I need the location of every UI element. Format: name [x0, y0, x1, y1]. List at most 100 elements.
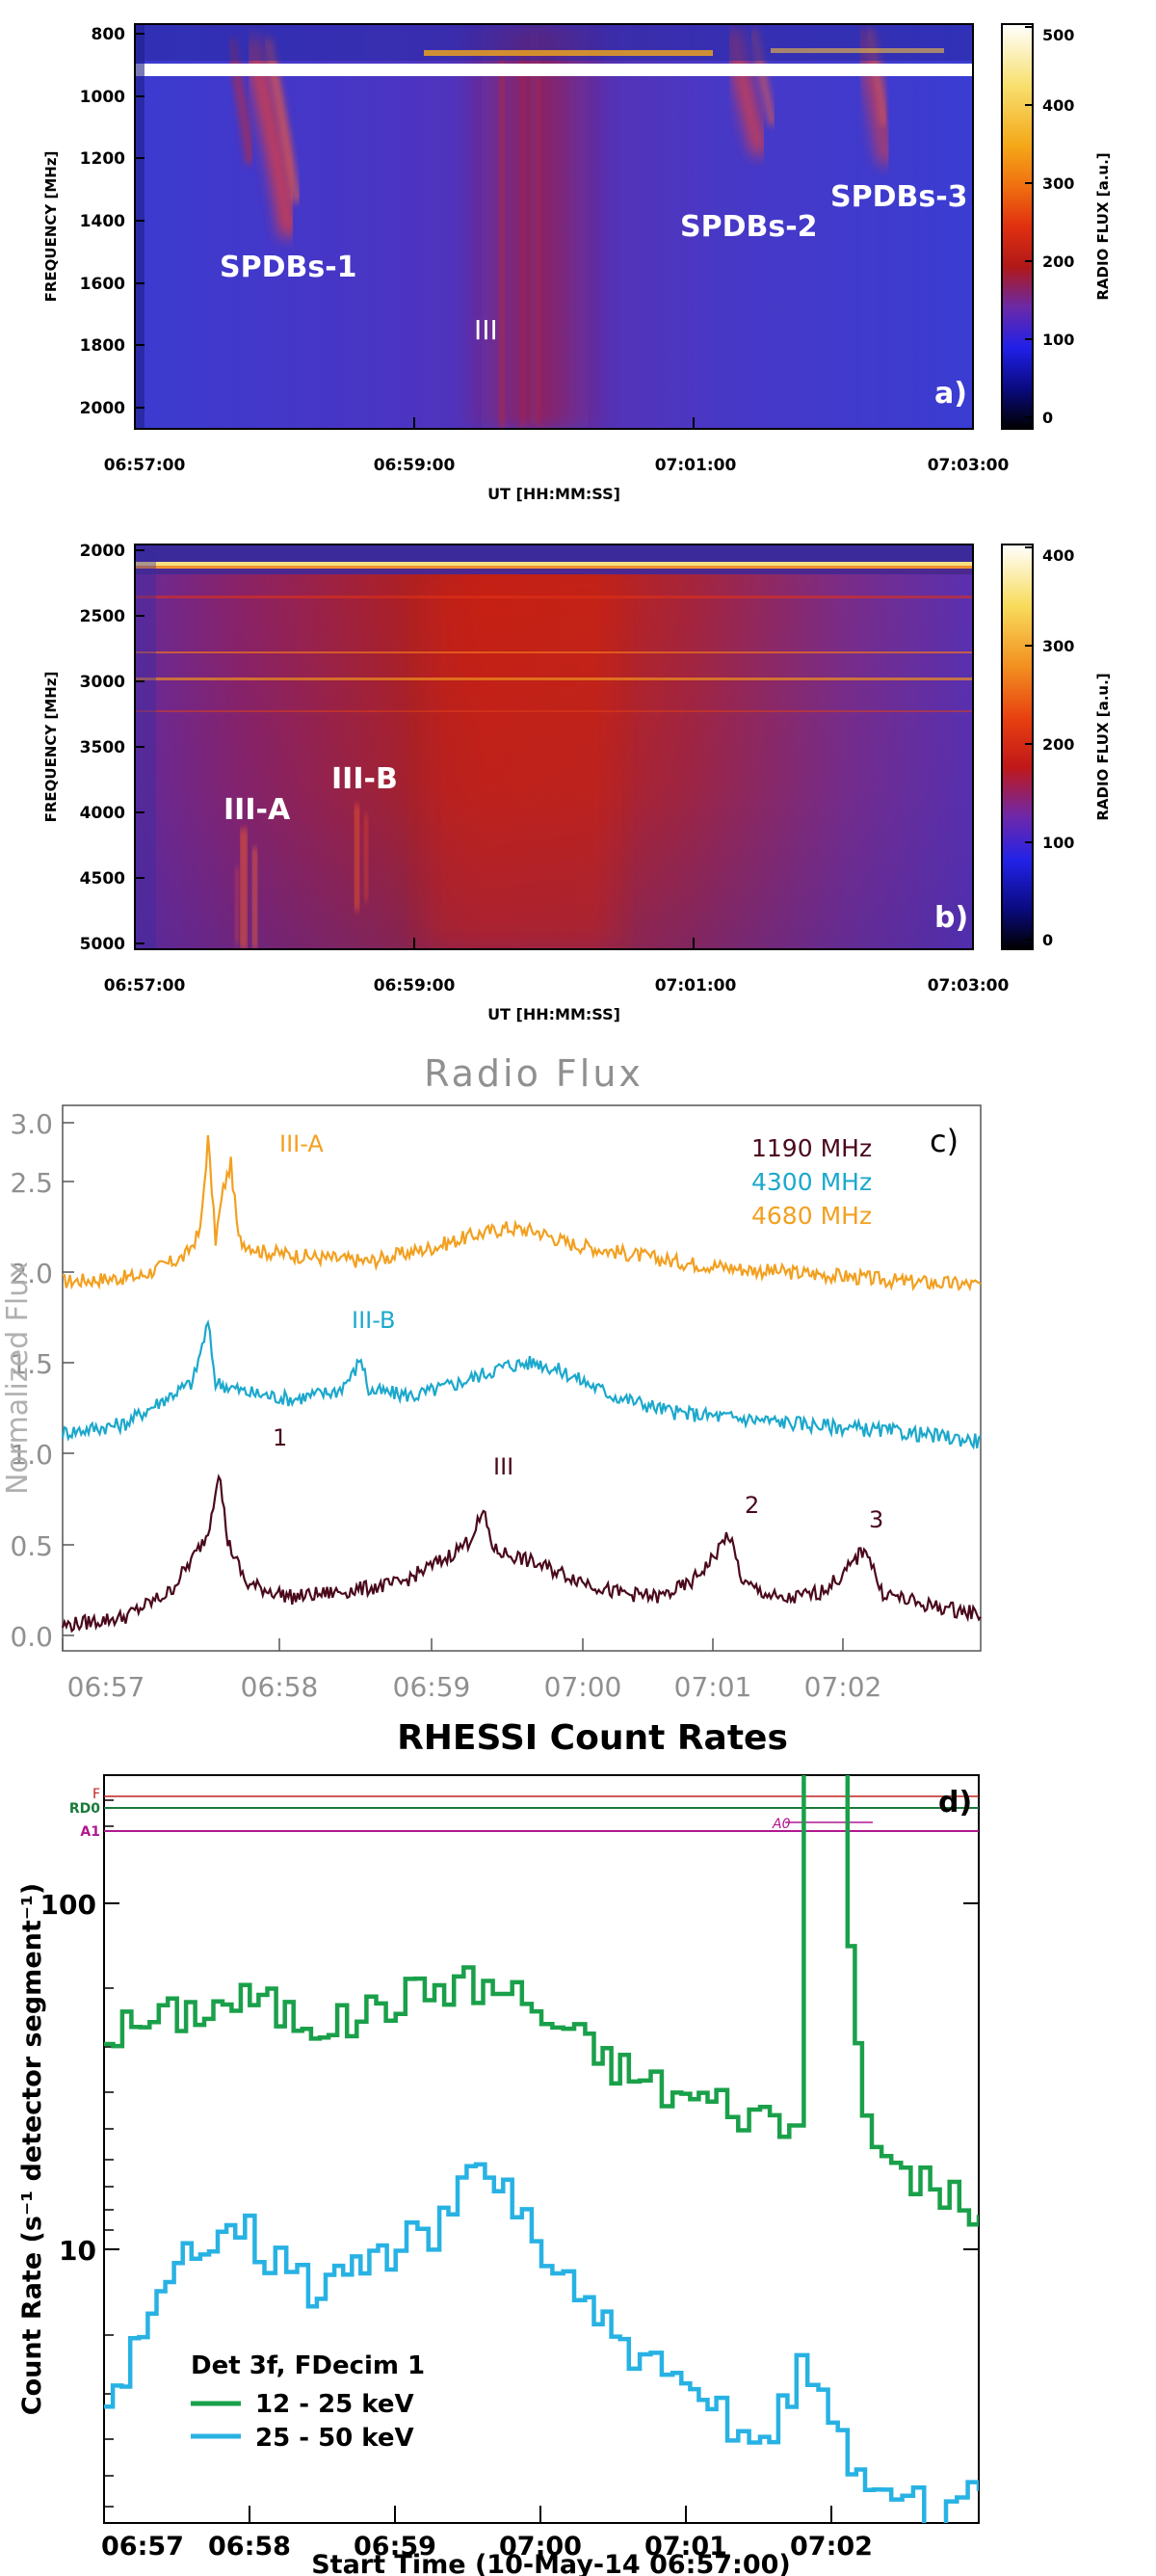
panel-a-label: a) [934, 377, 967, 411]
annotation-spdbs-2: SPDBs-2 [680, 210, 818, 244]
c-annotation-peak-3: 3 [869, 1506, 883, 1533]
c-ytick-30: 3.0 [10, 1108, 74, 1140]
annotation-spdbs-1: SPDBs-1 [220, 251, 357, 284]
d-xtick-0659: 06:59 [354, 2506, 436, 2562]
panel-a-ylabel: FREQUENCY [MHz] [42, 151, 60, 303]
c-ytick-15: 1.5 [10, 1348, 74, 1380]
c-xtick-0657: 06:57 [62, 1638, 145, 1703]
svg-text:06:57:00: 06:57:00 [104, 456, 186, 475]
svg-text:800: 800 [92, 25, 126, 44]
svg-text:07:03:00: 07:03:00 [928, 976, 1010, 996]
panel-d-legend: Det 3f, FDecim 1 12 - 25 keV 25 - 50 keV [191, 2351, 425, 2453]
series-12-25kev [104, 1775, 979, 2227]
series-4300-mhz [61, 1319, 982, 1450]
svg-text:400: 400 [1042, 546, 1074, 565]
c-xtick-0700: 07:00 [544, 1638, 621, 1703]
annotation-iii-a: III-A [223, 793, 291, 827]
b-cbtick-400: 400 [1025, 546, 1074, 565]
panel-a-frame [134, 23, 974, 430]
series-4680-mhz [62, 1134, 982, 1292]
c-ytick-05: 0.5 [10, 1530, 74, 1562]
panel-d-title: RHESSI Count Rates [397, 1718, 788, 1758]
panel-a-y-ticks: 800 1000 1200 1400 1600 1800 2000 [80, 25, 144, 418]
series-1190-mhz [61, 1474, 982, 1633]
a-ytick-1800: 1800 [80, 336, 144, 356]
a-ytick-1200: 1200 [80, 149, 144, 169]
c-annotation-iii-b: III-B [352, 1307, 396, 1334]
panel-b-y-ticks: 2000 2500 3000 3500 4000 4500 5000 [80, 542, 144, 954]
legend-12-25: 12 - 25 keV [255, 2390, 414, 2419]
panel-b-colorbar-label: RADIO FLUX [a.u.] [1094, 673, 1112, 820]
panel-b-ylabel: FREQUENCY [MHz] [42, 672, 60, 823]
annotation-iii-b: III-B [331, 762, 398, 796]
legend-title: Det 3f, FDecim 1 [191, 2351, 425, 2380]
svg-text:06:58: 06:58 [208, 2532, 291, 2562]
legend-4680: 4680 MHz [751, 1202, 872, 1230]
a-cbtick-100: 100 [1025, 331, 1074, 349]
a-cbtick-200: 200 [1025, 252, 1074, 271]
b-ytick-3500: 3500 [80, 738, 144, 757]
panel-a-x-ticks: 06:57:00 06:59:00 07:01:00 07:03:00 [104, 417, 1010, 475]
panel-d-x-ticks: 06:57 06:58 06:59 07:00 07:01 07:02 [101, 2506, 873, 2562]
panel-d-y-ticks: 100 10 [40, 1889, 96, 2267]
panel-b: 2000 2500 3000 3500 4000 4500 5000 06:57… [42, 542, 1112, 1023]
c-xtick-0658: 06:58 [241, 1638, 318, 1703]
annotation-spdbs-3: SPDBs-3 [830, 180, 968, 214]
d-ytick-100: 100 [40, 1889, 96, 1921]
svg-text:3500: 3500 [80, 738, 125, 757]
a-ytick-1000: 1000 [80, 88, 144, 107]
b-xtick-0657: 06:57:00 [104, 938, 185, 996]
c-annotation-iii-a: III-A [279, 1130, 324, 1157]
panel-c-y-ticks: 0.0 0.5 1.0 1.5 2.0 2.5 3.0 [10, 1108, 74, 1653]
svg-text:07:01:00: 07:01:00 [655, 976, 737, 996]
c-ytick-10: 1.0 [10, 1439, 74, 1471]
panel-b-colorbar: 0 100 200 300 400 RADIO FLUX [a.u.] [1001, 544, 1112, 950]
svg-text:500: 500 [1042, 26, 1074, 44]
svg-text:06:59: 06:59 [393, 1671, 471, 1703]
panel-d-ylabel: Count Rate (s⁻¹ detector segment⁻¹) [17, 1883, 47, 2415]
svg-text:07:01: 07:01 [674, 1671, 752, 1703]
panel-c-series [61, 1134, 982, 1633]
c-annotation-peak-2: 2 [745, 1492, 759, 1519]
b-cbtick-200: 200 [1025, 735, 1074, 754]
svg-text:1000: 1000 [80, 88, 125, 107]
legend-4300: 4300 MHz [751, 1168, 872, 1196]
a-ytick-2000: 2000 [80, 399, 144, 418]
svg-text:07:03:00: 07:03:00 [928, 456, 1010, 475]
panel-a-colorbar-label: RADIO FLUX [a.u.] [1094, 152, 1112, 300]
svg-text:2500: 2500 [80, 607, 125, 626]
panel-a-colorbar: 0 100 200 300 400 500 RADIO FLUX [a.u.] [1001, 23, 1112, 430]
d-ytick-10: 10 [59, 2235, 96, 2267]
d-xtick-0658: 06:58 [208, 2506, 291, 2562]
svg-text:06:57: 06:57 [101, 2532, 184, 2562]
panel-b-spectrogram [135, 544, 973, 949]
b-ytick-2000: 2000 [80, 542, 144, 561]
c-ytick-25: 2.5 [10, 1167, 74, 1199]
panel-d-label: d) [938, 1786, 972, 1819]
svg-text:06:57: 06:57 [67, 1671, 145, 1703]
b-cbtick-0: 0 [1025, 931, 1053, 949]
panel-c-x-ticks: 06:57 06:58 06:59 07:00 07:01 07:02 [62, 1638, 881, 1703]
b-ytick-4000: 4000 [80, 804, 144, 823]
svg-text:4500: 4500 [80, 869, 125, 889]
panel-b-xlabel: UT [HH:MM:SS] [487, 1005, 620, 1023]
svg-text:0.0: 0.0 [10, 1621, 53, 1653]
svg-text:2000: 2000 [80, 542, 125, 561]
svg-text:06:59:00: 06:59:00 [374, 456, 456, 475]
b-cbtick-300: 300 [1025, 637, 1074, 655]
a-xtick-0701: 07:01:00 [655, 417, 737, 475]
panel-d-minor-ticks [104, 1799, 979, 2508]
a-cbtick-500: 500 [1025, 26, 1074, 44]
c-annotation-peak-iii: III [493, 1453, 513, 1480]
a-cbtick-300: 300 [1025, 174, 1074, 193]
panel-b-x-ticks: 06:57:00 06:59:00 07:01:00 07:03:00 [104, 938, 1010, 996]
b-ytick-5000: 5000 [80, 935, 144, 954]
attenuator-rd0: RD0 [69, 1801, 100, 1817]
svg-text:1.5: 1.5 [10, 1348, 53, 1380]
svg-text:2.5: 2.5 [10, 1167, 53, 1199]
b-xtick-0703: 07:03:00 [928, 938, 1010, 996]
svg-text:07:00: 07:00 [499, 2532, 582, 2562]
svg-text:07:01:00: 07:01:00 [655, 456, 737, 475]
a-cbtick-400: 400 [1025, 96, 1074, 115]
